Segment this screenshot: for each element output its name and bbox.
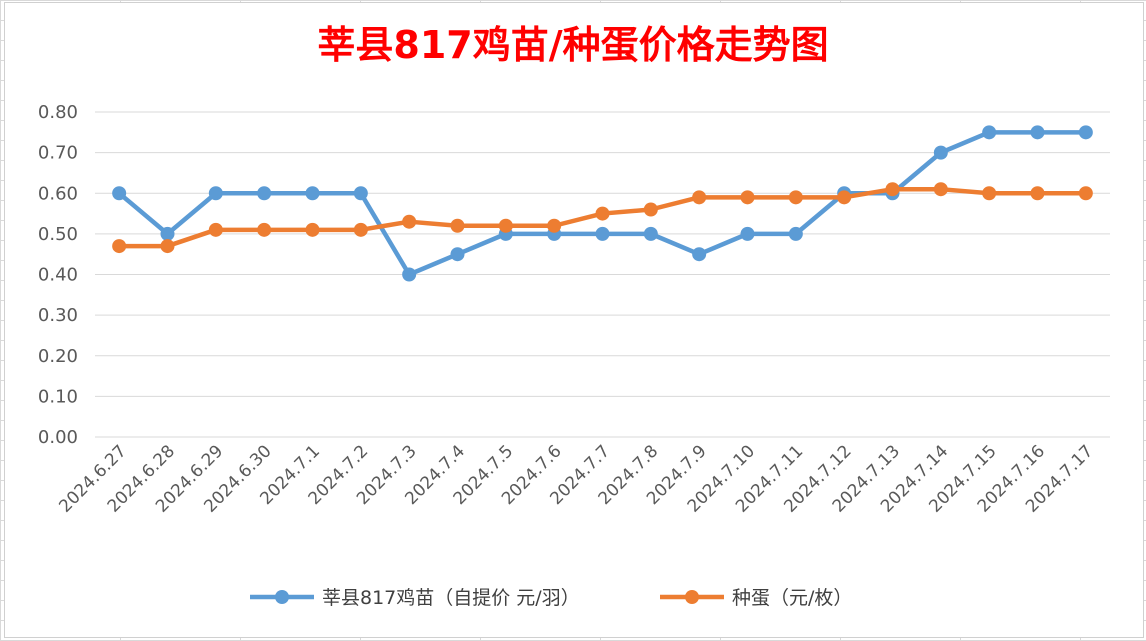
- y-tick-label: 0.40: [38, 265, 78, 286]
- data-point[interactable]: [692, 247, 707, 262]
- y-tick-label: 0.20: [38, 346, 78, 367]
- data-point[interactable]: [740, 226, 755, 241]
- data-point[interactable]: [643, 202, 658, 217]
- legend-item-1[interactable]: 莘县817鸡苗（自提价 元/羽）: [250, 587, 580, 609]
- data-point[interactable]: [1078, 186, 1093, 201]
- data-point[interactable]: [208, 186, 223, 201]
- data-point[interactable]: [982, 186, 997, 201]
- legend: 莘县817鸡苗（自提价 元/羽） 种蛋（元/枚）: [250, 587, 852, 609]
- data-point[interactable]: [353, 186, 368, 201]
- chart-area[interactable]: [4, 2, 1144, 638]
- y-tick-label: 0.70: [38, 143, 78, 164]
- data-point[interactable]: [257, 222, 272, 237]
- data-point[interactable]: [740, 190, 755, 205]
- data-point[interactable]: [112, 239, 127, 254]
- gridlines: [95, 111, 1110, 438]
- series-2: [112, 182, 1093, 254]
- data-point[interactable]: [257, 186, 272, 201]
- data-point[interactable]: [595, 206, 610, 221]
- data-point[interactable]: [837, 190, 852, 205]
- data-point[interactable]: [1030, 125, 1045, 140]
- y-tick-label: 0.50: [38, 224, 78, 245]
- series-1: [112, 125, 1093, 282]
- data-point[interactable]: [450, 218, 465, 233]
- y-tick-label: 0.80: [38, 102, 78, 123]
- data-point[interactable]: [353, 222, 368, 237]
- data-point[interactable]: [305, 186, 320, 201]
- legend-marker: [275, 590, 289, 604]
- y-tick-label: 0.00: [38, 427, 78, 448]
- x-axis-ticks: 2024.6.272024.6.282024.6.292024.6.302024…: [55, 441, 1097, 516]
- data-point[interactable]: [1030, 186, 1045, 201]
- data-point[interactable]: [305, 222, 320, 237]
- data-point[interactable]: [788, 226, 803, 241]
- data-point[interactable]: [933, 145, 948, 160]
- data-point[interactable]: [933, 182, 948, 197]
- data-point[interactable]: [402, 267, 417, 282]
- data-point[interactable]: [160, 226, 175, 241]
- data-point[interactable]: [208, 222, 223, 237]
- data-point[interactable]: [885, 182, 900, 197]
- data-point[interactable]: [1078, 125, 1093, 140]
- data-point[interactable]: [547, 218, 562, 233]
- data-point[interactable]: [692, 190, 707, 205]
- data-point[interactable]: [112, 186, 127, 201]
- data-point[interactable]: [402, 214, 417, 229]
- y-axis-ticks: 0.00 0.10 0.20 0.30 0.40 0.50 0.60 0.70 0.80: [38, 102, 78, 448]
- data-point[interactable]: [595, 226, 610, 241]
- data-point[interactable]: [788, 190, 803, 205]
- legend-label: 莘县817鸡苗（自提价 元/羽）: [322, 587, 580, 609]
- data-point[interactable]: [498, 218, 513, 233]
- y-tick-label: 0.10: [38, 386, 78, 407]
- y-tick-label: 0.60: [38, 183, 78, 204]
- chart-title: 莘县817鸡苗/种蛋价格走势图: [317, 23, 828, 67]
- series-lines: [112, 125, 1093, 282]
- legend-label: 种蛋（元/枚）: [732, 587, 852, 609]
- data-point[interactable]: [982, 125, 997, 140]
- y-tick-label: 0.30: [38, 305, 78, 326]
- legend-item-2[interactable]: 种蛋（元/枚）: [660, 587, 852, 609]
- legend-marker: [685, 590, 699, 604]
- data-point[interactable]: [160, 239, 175, 254]
- data-point[interactable]: [450, 247, 465, 262]
- data-point[interactable]: [643, 226, 658, 241]
